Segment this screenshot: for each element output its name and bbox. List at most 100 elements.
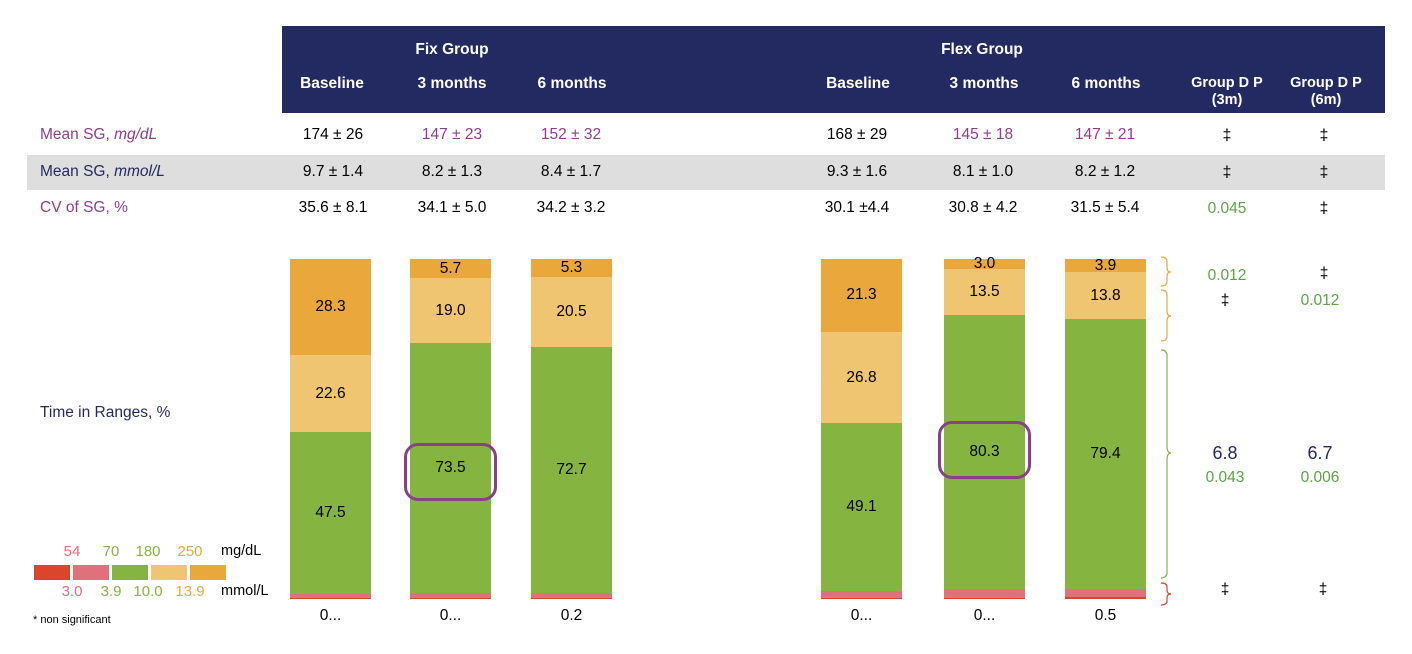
row-label-main: Mean SG,: [40, 163, 115, 180]
legend-mmol-threshold: 3.0: [61, 583, 83, 600]
bar-value-label: 19.0: [435, 301, 466, 319]
table-cell: 30.8 ± 4.2: [948, 199, 1018, 216]
bar-value-label: 3.0: [973, 255, 996, 273]
table-cell: 34.2 ± 3.2: [536, 199, 606, 216]
bar-segment: 21.3: [821, 259, 902, 332]
table-cell: 35.6 ± 8.1: [298, 199, 368, 216]
bar-value-label: 13.8: [1090, 286, 1121, 304]
dp6-second-pvalue: 0.012: [1300, 292, 1340, 309]
table-cell: 152 ± 32: [540, 126, 602, 143]
table-cell: 8.2 ± 1.2: [1074, 163, 1136, 180]
row-label-0: Mean SG, mg/dL: [40, 126, 157, 144]
legend-mgdl-unit: mg/dL: [221, 543, 262, 559]
row-label-unit: mg/dL: [114, 126, 158, 143]
bar-segment: [1065, 597, 1146, 599]
bar-value-label: 79.4: [1090, 444, 1121, 462]
row-band-mmol: [27, 155, 1385, 190]
table-cell: 8.4 ± 1.7: [540, 163, 602, 180]
dp3-cell: ‡: [1222, 127, 1232, 144]
bar-segment: [821, 597, 902, 599]
row-label-unit: mmol/L: [114, 163, 165, 180]
table-cell: 147 ± 23: [421, 126, 483, 143]
table-cell: 8.2 ± 1.3: [421, 163, 483, 180]
bar-value-label: 28.3: [315, 298, 346, 316]
row-label-main: Mean SG,: [40, 126, 115, 143]
dp3-second-dagger: ‡: [1220, 292, 1230, 309]
bar-value-label: 20.5: [556, 302, 587, 320]
dp6-diff-pvalue: 0.006: [1300, 469, 1340, 486]
col-header-flex-baseline: Baseline: [826, 75, 890, 92]
dp6-bottom-dagger: ‡: [1318, 581, 1328, 598]
bar-segment: [821, 591, 902, 598]
row-label-2: CV of SG, %: [40, 199, 128, 217]
bracket-top: [1160, 256, 1172, 287]
time-in-ranges-label: Time in Ranges, %: [40, 404, 171, 421]
bar-segment: 3.9: [1065, 257, 1146, 274]
bracket-second: [1160, 289, 1172, 342]
bracket-red: [1160, 582, 1172, 606]
legend-swatch: [112, 565, 148, 580]
legend-swatch: [190, 565, 226, 580]
bar-segment: 79.4: [1065, 319, 1146, 589]
bar-segment: 5.3: [531, 259, 612, 277]
bar-segment: [944, 259, 1025, 270]
bar-value-label: 72.7: [556, 460, 587, 478]
dp6-difference: 6.7: [1307, 443, 1333, 463]
col-header-flex-3m: 3 months: [949, 75, 1019, 92]
highlight-box: [404, 443, 497, 501]
bar-segment: [944, 597, 1025, 599]
table-cell: 174 ± 26: [302, 126, 364, 143]
bar-segment: 80.3: [944, 315, 1025, 589]
bar-value-label: 5.7: [439, 259, 462, 277]
flex-group-title: Flex Group: [941, 41, 1023, 58]
col-header-group-dp-3m: Group D P (3m): [1191, 75, 1263, 108]
table-cell: 168 ± 29: [826, 126, 888, 143]
bar-value-label: 22.6: [315, 384, 346, 402]
dp6-cell: ‡: [1319, 164, 1329, 181]
table-header-bar: Fix Group Flex Group Baseline 3 months 6…: [282, 26, 1385, 113]
dp3-diff-pvalue: 0.043: [1205, 469, 1245, 486]
col-header-fix-6m: 6 months: [537, 75, 607, 92]
bar-value-label: 49.1: [846, 498, 877, 516]
bracket-green: [1160, 349, 1172, 579]
bar-value-label: 0.2: [560, 607, 583, 624]
bar-value-label: 0...: [973, 607, 996, 624]
legend-swatch: [151, 565, 187, 580]
footnote: * non significant: [33, 614, 111, 626]
legend-mgdl-threshold: 70: [102, 543, 120, 560]
bar-segment: 49.1: [821, 423, 902, 592]
fix-group-title: Fix Group: [415, 41, 489, 58]
bar-segment: 47.5: [290, 432, 371, 594]
bar-segment: 26.8: [821, 331, 902, 424]
col-header-flex-6m: 6 months: [1071, 75, 1141, 92]
col-header-group-dp-6m: Group D P (6m): [1290, 75, 1362, 108]
table-cell: 147 ± 21: [1074, 126, 1136, 143]
bar-segment: [290, 598, 371, 599]
bar-segment: [531, 593, 612, 599]
dp3-cell: 0.045: [1207, 200, 1247, 217]
bar-value-label: 80.3: [969, 442, 1000, 460]
bar-segment: 72.7: [531, 346, 612, 594]
bar-value-label: 73.5: [435, 458, 466, 476]
legend-mmol-threshold: 10.0: [133, 583, 163, 600]
legend-swatch: [73, 565, 109, 580]
bar-segment: 19.0: [410, 278, 491, 343]
dp6-top-dagger: ‡: [1319, 265, 1329, 282]
bar-value-label: 13.5: [969, 283, 1000, 301]
bar-value-label: 0.5: [1094, 607, 1117, 624]
table-cell: 34.1 ± 5.0: [417, 199, 487, 216]
bar-segment: 5.7: [410, 259, 491, 279]
table-cell: 9.7 ± 1.4: [302, 163, 364, 180]
bar-segment: [944, 588, 1025, 598]
legend-mmol-unit: mmol/L: [221, 583, 269, 599]
row-label-main: CV of SG, %: [40, 199, 128, 216]
row-label-1: Mean SG, mmol/L: [40, 163, 165, 181]
bracket-group: [1160, 256, 1172, 606]
bar-segment: [410, 597, 491, 599]
table-cell: 8.1 ± 1.0: [952, 163, 1014, 180]
legend-mmol-threshold: 13.9: [175, 583, 205, 600]
bar-segment: [290, 593, 371, 599]
bar-value-label: 47.5: [315, 503, 346, 521]
dp3-difference: 6.8: [1212, 443, 1238, 463]
dp3-cell: ‡: [1222, 164, 1232, 181]
